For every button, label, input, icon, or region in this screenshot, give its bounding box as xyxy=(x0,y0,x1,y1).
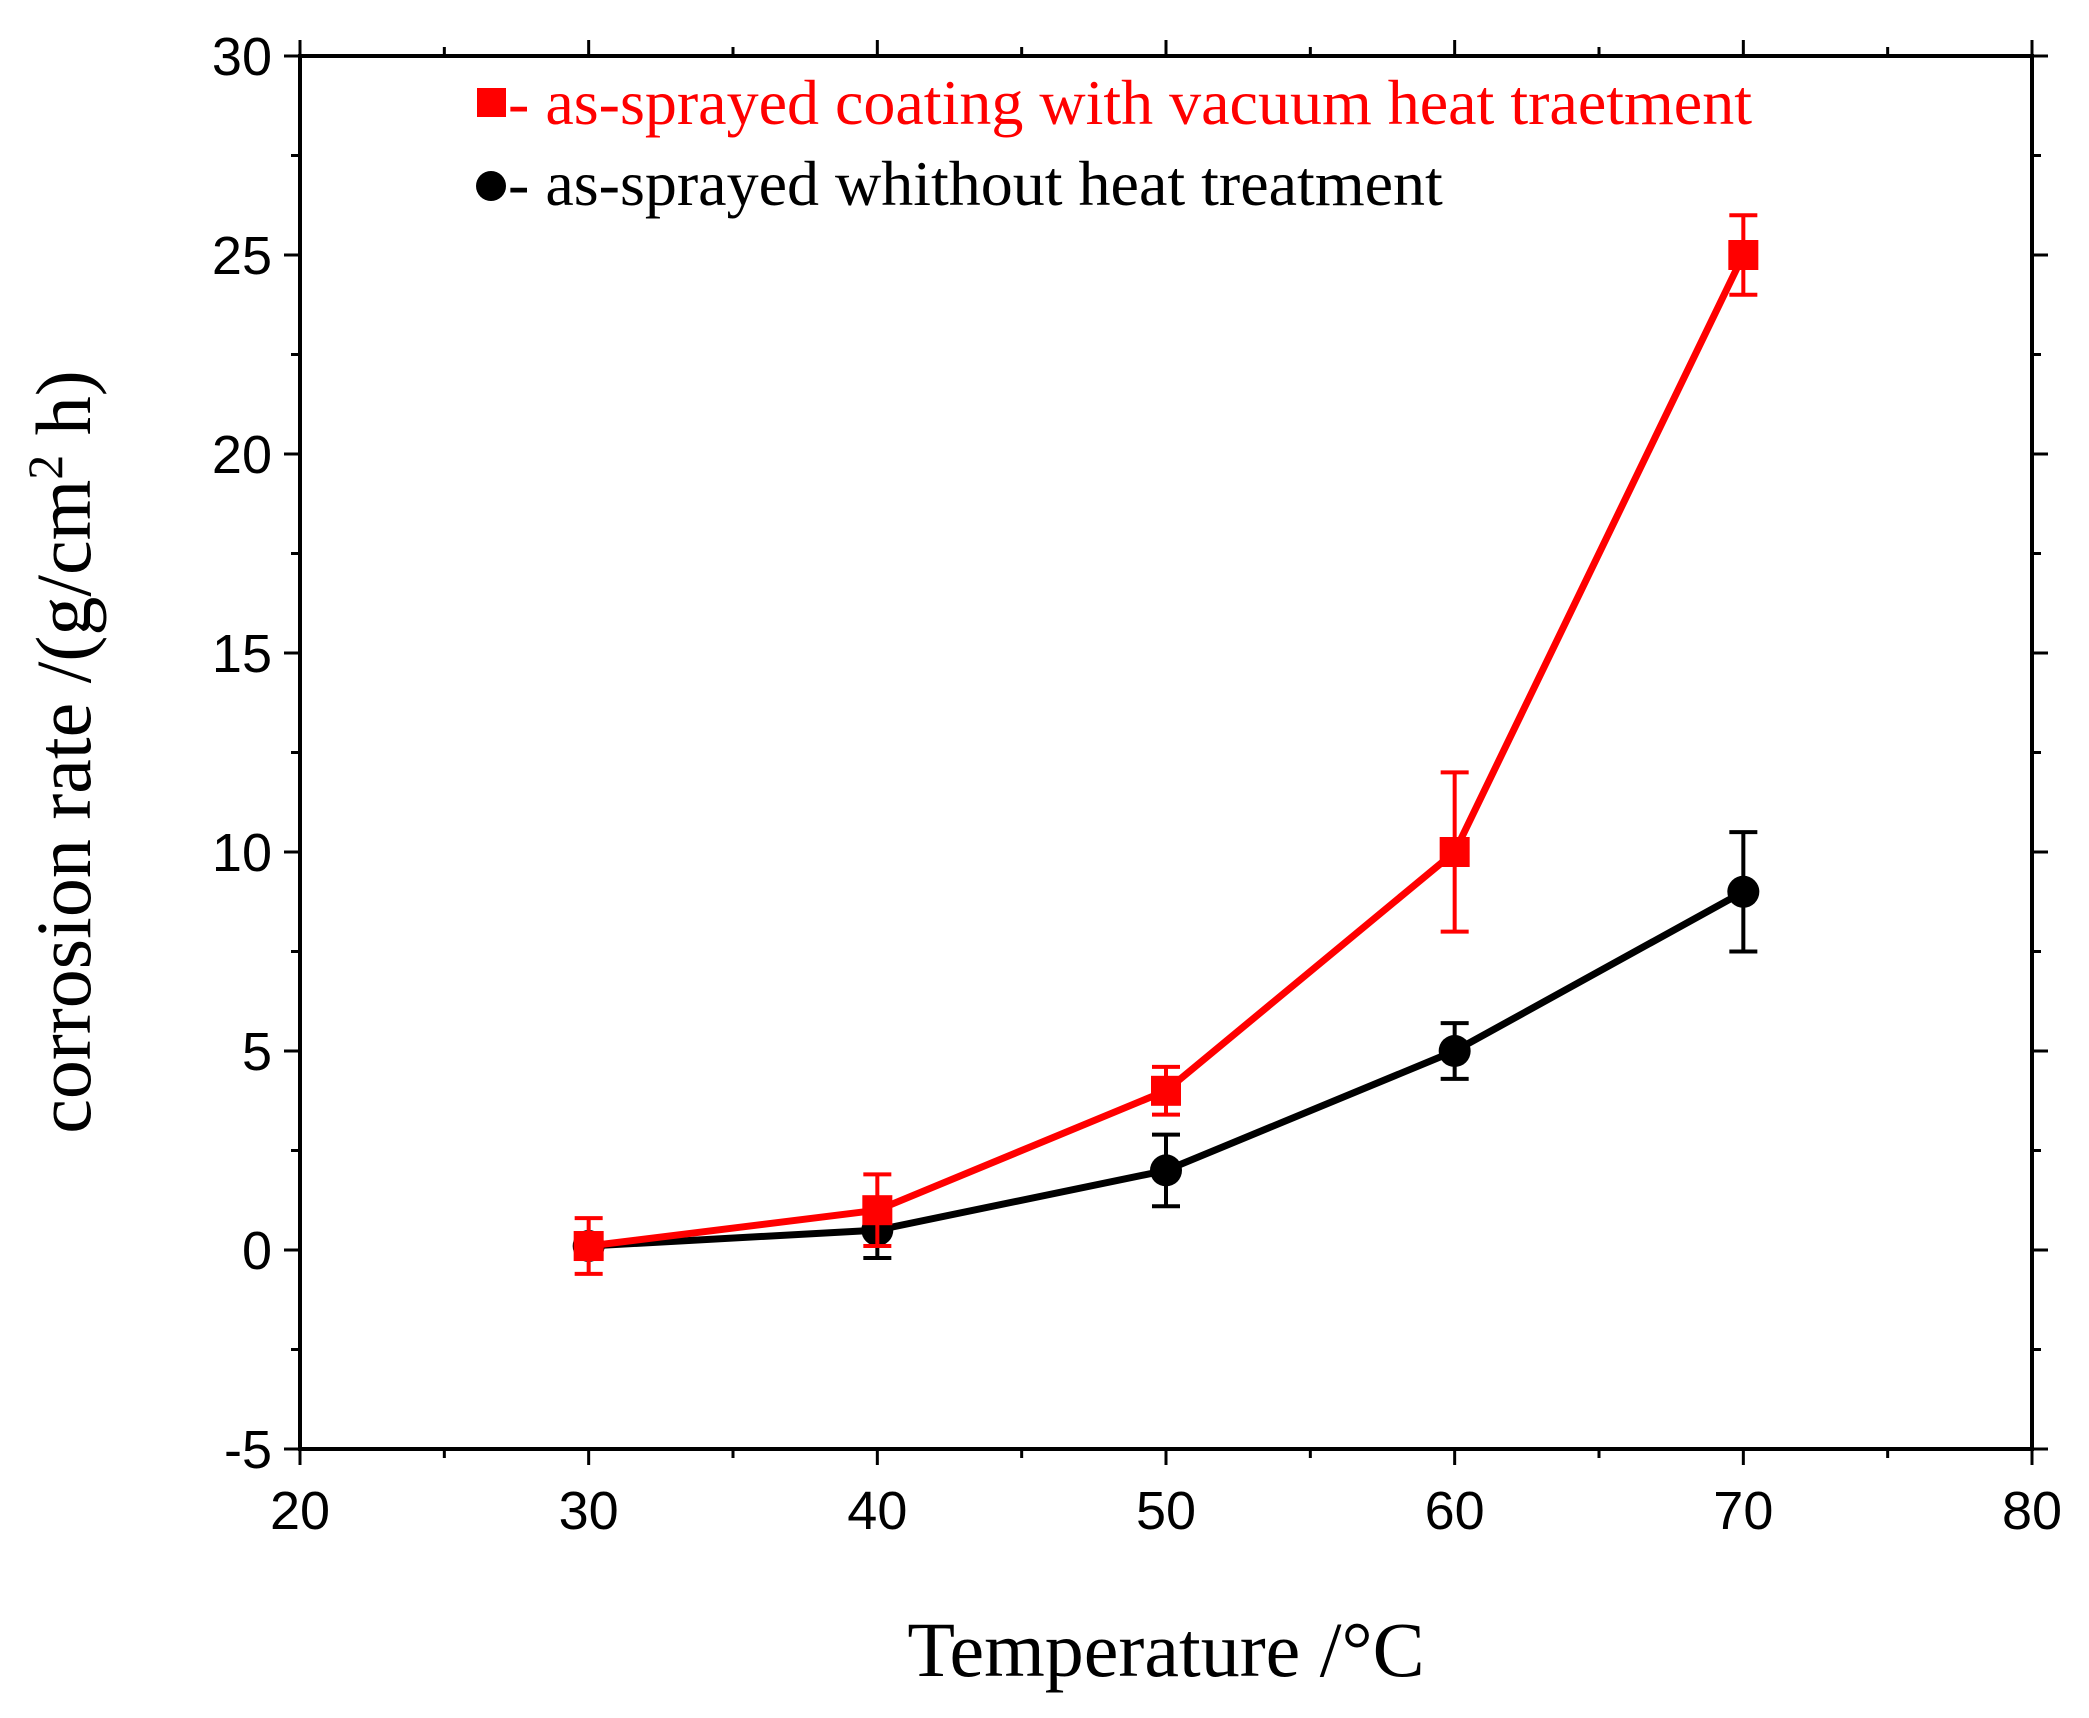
x-tick-label: 70 xyxy=(1713,1481,1773,1541)
y-tick-label: 15 xyxy=(212,624,272,684)
plot-frame xyxy=(298,54,2034,1451)
series-untreated xyxy=(572,830,1760,1263)
x-tick-label: 20 xyxy=(270,1481,330,1541)
data-point-square xyxy=(573,1231,604,1262)
y-axis-title-main: corrosion rate /(g/cm xyxy=(20,480,107,1134)
x-axis-title: Temperature /°C xyxy=(907,1606,1424,1693)
axis-ticks xyxy=(284,40,2048,1465)
data-point-circle xyxy=(1150,1154,1182,1187)
x-tick-label: 60 xyxy=(1425,1481,1485,1541)
data-point-square xyxy=(1151,1075,1181,1106)
y-tick-label: 5 xyxy=(242,1022,272,1082)
y-tick-label: 0 xyxy=(242,1221,272,1281)
y-tick-label: 30 xyxy=(212,27,272,87)
data-point-circle xyxy=(1727,875,1760,908)
y-axis-title-suffix: h) xyxy=(20,370,107,454)
legend-marker-circle xyxy=(476,171,506,201)
series-layer xyxy=(572,213,1760,1276)
legend-marker-square xyxy=(477,88,506,117)
y-axis-title-superscript: 2 xyxy=(17,455,73,480)
x-tick-label: 30 xyxy=(559,1481,619,1541)
data-point-square xyxy=(1439,837,1470,867)
y-tick-label: 20 xyxy=(212,425,272,485)
y-tick-label: 10 xyxy=(212,823,272,883)
x-tick-label: 50 xyxy=(1136,1481,1196,1541)
x-tick-label: 40 xyxy=(847,1481,907,1541)
data-point-square xyxy=(862,1195,893,1226)
data-point-circle xyxy=(1438,1035,1471,1067)
legend-label-red: - as-sprayed coating with vacuum heat tr… xyxy=(508,67,1752,138)
x-tick-label: 80 xyxy=(2002,1481,2062,1541)
axis-tick-labels: 20 30 40 50 60 70 80 -5 0 5 10 15 20 25 30 xyxy=(212,27,2062,1541)
data-point-square xyxy=(1728,240,1759,270)
y-axis-title: corrosion rate /(g/cm2 h) xyxy=(17,370,107,1134)
legend-label-black: - as-sprayed whithout heat treatment xyxy=(508,148,1443,219)
y-tick-label: -5 xyxy=(224,1420,272,1480)
y-tick-label: 25 xyxy=(212,226,272,286)
series-heat-treated xyxy=(573,213,1759,1276)
legend: - as-sprayed coating with vacuum heat tr… xyxy=(476,67,1752,219)
